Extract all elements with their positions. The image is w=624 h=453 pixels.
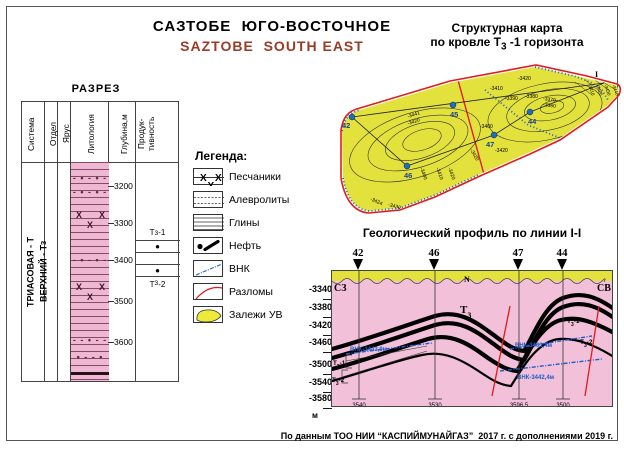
svg-text:СЗ: СЗ [334,283,347,294]
svg-text:42: 42 [342,121,350,130]
svg-text:45: 45 [450,110,458,119]
svg-text:46: 46 [429,247,441,259]
svg-text:3530: 3530 [428,403,442,407]
svg-text:3500: 3500 [556,403,570,407]
svg-text:ВНК-3442,4м: ВНК-3442,4м [517,375,555,381]
svg-text:Т3-2: Т3-2 [580,339,593,349]
svg-text:Т3-1: Т3-1 [567,318,580,328]
svg-text:I: I [595,70,598,79]
svg-text:ВНК-3443,9м: ВНК-3443,9м [350,347,388,353]
svg-text:3596,5: 3596,5 [510,403,529,407]
svg-text:-3420: -3420 [518,76,531,82]
svg-text:-3400: -3400 [480,124,493,130]
svg-text:СВ: СВ [597,283,611,294]
svg-text:-3390: -3390 [505,96,518,102]
svg-text:-3410: -3410 [490,86,503,92]
svg-text:X: X [200,173,207,184]
svg-text:Т3-2: Т3-2 [332,377,345,387]
svg-text:47: 47 [513,247,525,259]
svg-text:44: 44 [528,117,537,126]
svg-text:ВНК-3401,4м: ВНК-3401,4м [515,343,553,349]
svg-text:X: X [215,173,222,184]
svg-text:3540: 3540 [352,403,366,407]
svg-text:46: 46 [404,171,412,180]
svg-text:-3380: -3380 [525,94,538,100]
svg-text:-3420: -3420 [495,148,508,154]
svg-text:47: 47 [486,140,494,149]
svg-text:42: 42 [353,247,365,259]
svg-text:44: 44 [557,247,569,259]
svg-text:N: N [464,275,470,284]
svg-text:X: X [208,181,215,186]
